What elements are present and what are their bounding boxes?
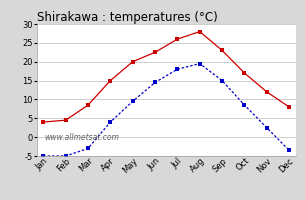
Text: Shirakawa : temperatures (°C): Shirakawa : temperatures (°C) <box>37 11 217 24</box>
Text: www.allmetsat.com: www.allmetsat.com <box>45 133 119 142</box>
